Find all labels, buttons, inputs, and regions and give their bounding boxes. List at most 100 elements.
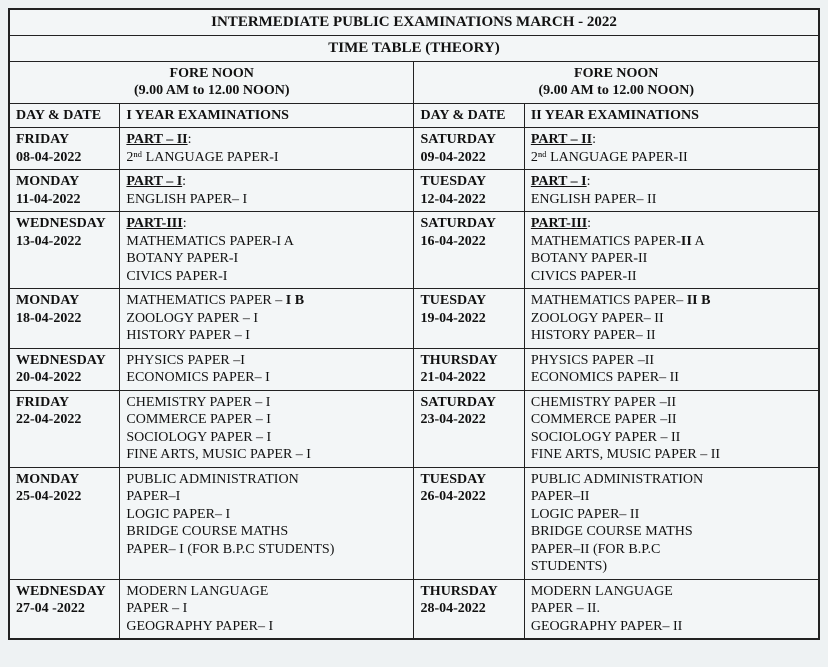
table-row: FRIDAY08-04-2022PART – II:2ⁿᵈ LANGUAGE P… (10, 128, 819, 170)
right-date: 19-04-2022 (420, 310, 517, 328)
right-daydate: TUESDAY19-04-2022 (414, 289, 524, 349)
col-left-daydate: DAY & DATE (10, 103, 120, 128)
subject-line: MATHEMATICS PAPER– II B (531, 292, 812, 310)
left-date: 22-04-2022 (16, 411, 113, 429)
left-subjects: CHEMISTRY PAPER – ICOMMERCE PAPER – ISOC… (120, 390, 414, 467)
subject-line: HISTORY PAPER– II (531, 327, 812, 345)
subject-line: BRIDGE COURSE MATHS (126, 523, 407, 541)
right-subjects: PART – II:2ⁿᵈ LANGUAGE PAPER-II (524, 128, 818, 170)
table-row: MONDAY25-04-2022PUBLIC ADMINISTRATIONPAP… (10, 467, 819, 579)
subject-line: ENGLISH PAPER– II (531, 191, 812, 209)
subject-line: 2ⁿᵈ LANGUAGE PAPER-II (531, 149, 812, 167)
right-subjects: PHYSICS PAPER –IIECONOMICS PAPER– II (524, 348, 818, 390)
right-subjects: MATHEMATICS PAPER– II BZOOLOGY PAPER– II… (524, 289, 818, 349)
left-day: WEDNESDAY (16, 215, 113, 233)
subject-line: CIVICS PAPER-I (126, 268, 407, 286)
subject-line: CHEMISTRY PAPER – I (126, 394, 407, 412)
session-left-label: FORE NOON (170, 66, 254, 81)
right-day: THURSDAY (420, 583, 517, 601)
left-subjects: PART – II:2ⁿᵈ LANGUAGE PAPER-I (120, 128, 414, 170)
subject-line: STUDENTS) (531, 558, 812, 576)
right-date: 23-04-2022 (420, 411, 517, 429)
left-date: 20-04-2022 (16, 369, 113, 387)
right-day: SATURDAY (420, 394, 517, 412)
right-subjects: CHEMISTRY PAPER –IICOMMERCE PAPER –IISOC… (524, 390, 818, 467)
subtitle: TIME TABLE (THEORY) (10, 35, 819, 61)
right-daydate: SATURDAY23-04-2022 (414, 390, 524, 467)
table-row: MONDAY11-04-2022PART – I:ENGLISH PAPER– … (10, 170, 819, 212)
subject-line: MATHEMATICS PAPER – I B (126, 292, 407, 310)
left-daydate: WEDNESDAY20-04-2022 (10, 348, 120, 390)
right-subjects: PUBLIC ADMINISTRATIONPAPER–IILOGIC PAPER… (524, 467, 818, 579)
subject-line: COMMERCE PAPER – I (126, 411, 407, 429)
subject-line: PAPER–I (126, 488, 407, 506)
session-right-time: (9.00 AM to 12.00 NOON) (538, 83, 694, 98)
left-subjects: PART – I:ENGLISH PAPER– I (120, 170, 414, 212)
right-daydate: THURSDAY28-04-2022 (414, 579, 524, 639)
subject-line: COMMERCE PAPER –II (531, 411, 812, 429)
left-date: 27-04 -2022 (16, 600, 113, 618)
left-date: 25-04-2022 (16, 488, 113, 506)
right-daydate: THURSDAY21-04-2022 (414, 348, 524, 390)
left-day: MONDAY (16, 292, 113, 310)
subject-line: CHEMISTRY PAPER –II (531, 394, 812, 412)
subtitle-row: TIME TABLE (THEORY) (10, 35, 819, 61)
left-subjects: PUBLIC ADMINISTRATIONPAPER–ILOGIC PAPER–… (120, 467, 414, 579)
subject-line: PART – I: (126, 173, 407, 191)
subject-line: FINE ARTS, MUSIC PAPER – I (126, 446, 407, 464)
subject-line: PAPER–II (FOR B.P.C (531, 541, 812, 559)
table-row: WEDNESDAY27-04 -2022MODERN LANGUAGEPAPER… (10, 579, 819, 639)
subject-line: BOTANY PAPER-I (126, 250, 407, 268)
subject-line: PAPER–II (531, 488, 812, 506)
subject-line: PART – I: (531, 173, 812, 191)
subject-line: BRIDGE COURSE MATHS (531, 523, 812, 541)
left-date: 11-04-2022 (16, 191, 113, 209)
col-left-exam: I YEAR EXAMINATIONS (120, 103, 414, 128)
col-right-exam: II YEAR EXAMINATIONS (524, 103, 818, 128)
right-day: TUESDAY (420, 471, 517, 489)
left-day: FRIDAY (16, 131, 113, 149)
subject-line: CIVICS PAPER-II (531, 268, 812, 286)
subject-line: SOCIOLOGY PAPER – I (126, 429, 407, 447)
timetable: INTERMEDIATE PUBLIC EXAMINATIONS MARCH -… (9, 9, 819, 639)
subject-line: HISTORY PAPER – I (126, 327, 407, 345)
subject-line: PAPER – I (126, 600, 407, 618)
right-subjects: MODERN LANGUAGEPAPER – II.GEOGRAPHY PAPE… (524, 579, 818, 639)
left-day: WEDNESDAY (16, 352, 113, 370)
left-daydate: MONDAY18-04-2022 (10, 289, 120, 349)
left-subjects: PHYSICS PAPER –IECONOMICS PAPER– I (120, 348, 414, 390)
subject-line: BOTANY PAPER-II (531, 250, 812, 268)
table-row: FRIDAY 22-04-2022CHEMISTRY PAPER – ICOMM… (10, 390, 819, 467)
subject-line: PART – II: (531, 131, 812, 149)
session-right: FORE NOON (9.00 AM to 12.00 NOON) (414, 61, 819, 103)
subject-line: MODERN LANGUAGE (531, 583, 812, 601)
session-left: FORE NOON (9.00 AM to 12.00 NOON) (10, 61, 414, 103)
subject-line: LOGIC PAPER– II (531, 506, 812, 524)
subject-line: ECONOMICS PAPER– I (126, 369, 407, 387)
session-right-label: FORE NOON (574, 66, 658, 81)
subject-line: GEOGRAPHY PAPER– II (531, 618, 812, 636)
left-day: MONDAY (16, 173, 113, 191)
column-header-row: DAY & DATE I YEAR EXAMINATIONS DAY & DAT… (10, 103, 819, 128)
left-day: FRIDAY (16, 394, 113, 412)
session-left-time: (9.00 AM to 12.00 NOON) (134, 83, 290, 98)
right-daydate: TUESDAY12-04-2022 (414, 170, 524, 212)
col-right-daydate: DAY & DATE (414, 103, 524, 128)
left-day: WEDNESDAY (16, 583, 113, 601)
left-daydate: WEDNESDAY27-04 -2022 (10, 579, 120, 639)
left-daydate: MONDAY11-04-2022 (10, 170, 120, 212)
right-subjects: PART-III:MATHEMATICS PAPER-II ABOTANY PA… (524, 212, 818, 289)
right-day: TUESDAY (420, 292, 517, 310)
timetable-sheet: INTERMEDIATE PUBLIC EXAMINATIONS MARCH -… (8, 8, 820, 640)
subject-line: PAPER – II. (531, 600, 812, 618)
right-day: SATURDAY (420, 215, 517, 233)
left-daydate: MONDAY25-04-2022 (10, 467, 120, 579)
subject-line: MODERN LANGUAGE (126, 583, 407, 601)
subject-line: FINE ARTS, MUSIC PAPER – II (531, 446, 812, 464)
right-date: 09-04-2022 (420, 149, 517, 167)
main-title: INTERMEDIATE PUBLIC EXAMINATIONS MARCH -… (10, 10, 819, 36)
subject-line: PART-III: (126, 215, 407, 233)
subject-line: PHYSICS PAPER –II (531, 352, 812, 370)
subject-line: PHYSICS PAPER –I (126, 352, 407, 370)
subject-line: PUBLIC ADMINISTRATION (531, 471, 812, 489)
